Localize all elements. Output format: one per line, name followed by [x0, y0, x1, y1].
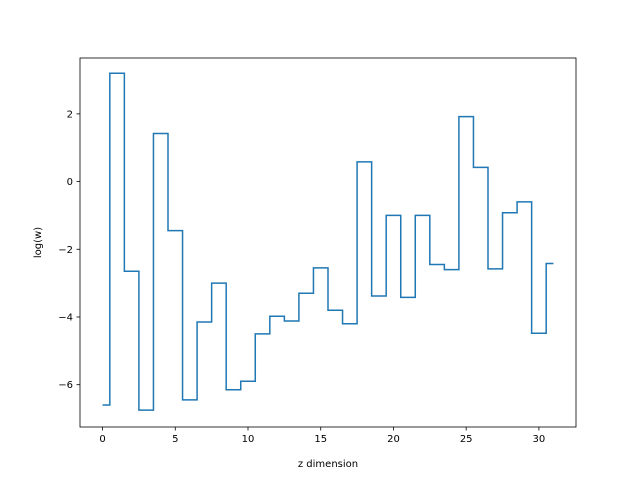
- x-axis-label: z dimension: [298, 459, 358, 470]
- x-tick-label: 10: [242, 434, 255, 445]
- y-axis-label: log(w): [33, 227, 44, 258]
- series-step-line: [102, 72, 554, 411]
- plot-frame: [79, 57, 577, 428]
- y-tick-label: −2: [58, 245, 73, 256]
- x-tick-label: 20: [387, 434, 400, 445]
- x-tick-label: 30: [533, 434, 546, 445]
- x-axis-ticks: 0 5 10 15 20 25 30: [99, 427, 545, 445]
- x-tick-label: 0: [99, 434, 105, 445]
- x-tick-label: 5: [172, 434, 178, 445]
- y-tick-label: 2: [67, 109, 73, 120]
- y-tick-label: −4: [58, 312, 73, 323]
- y-tick-label: 0: [67, 177, 73, 188]
- plot-area: [80, 58, 576, 427]
- y-axis-ticks: −6 −4 −2 0 2: [58, 109, 80, 391]
- y-tick-label: −6: [58, 380, 73, 391]
- x-tick-label: 25: [460, 434, 473, 445]
- x-tick-label: 15: [314, 434, 327, 445]
- series-layer: [102, 72, 554, 411]
